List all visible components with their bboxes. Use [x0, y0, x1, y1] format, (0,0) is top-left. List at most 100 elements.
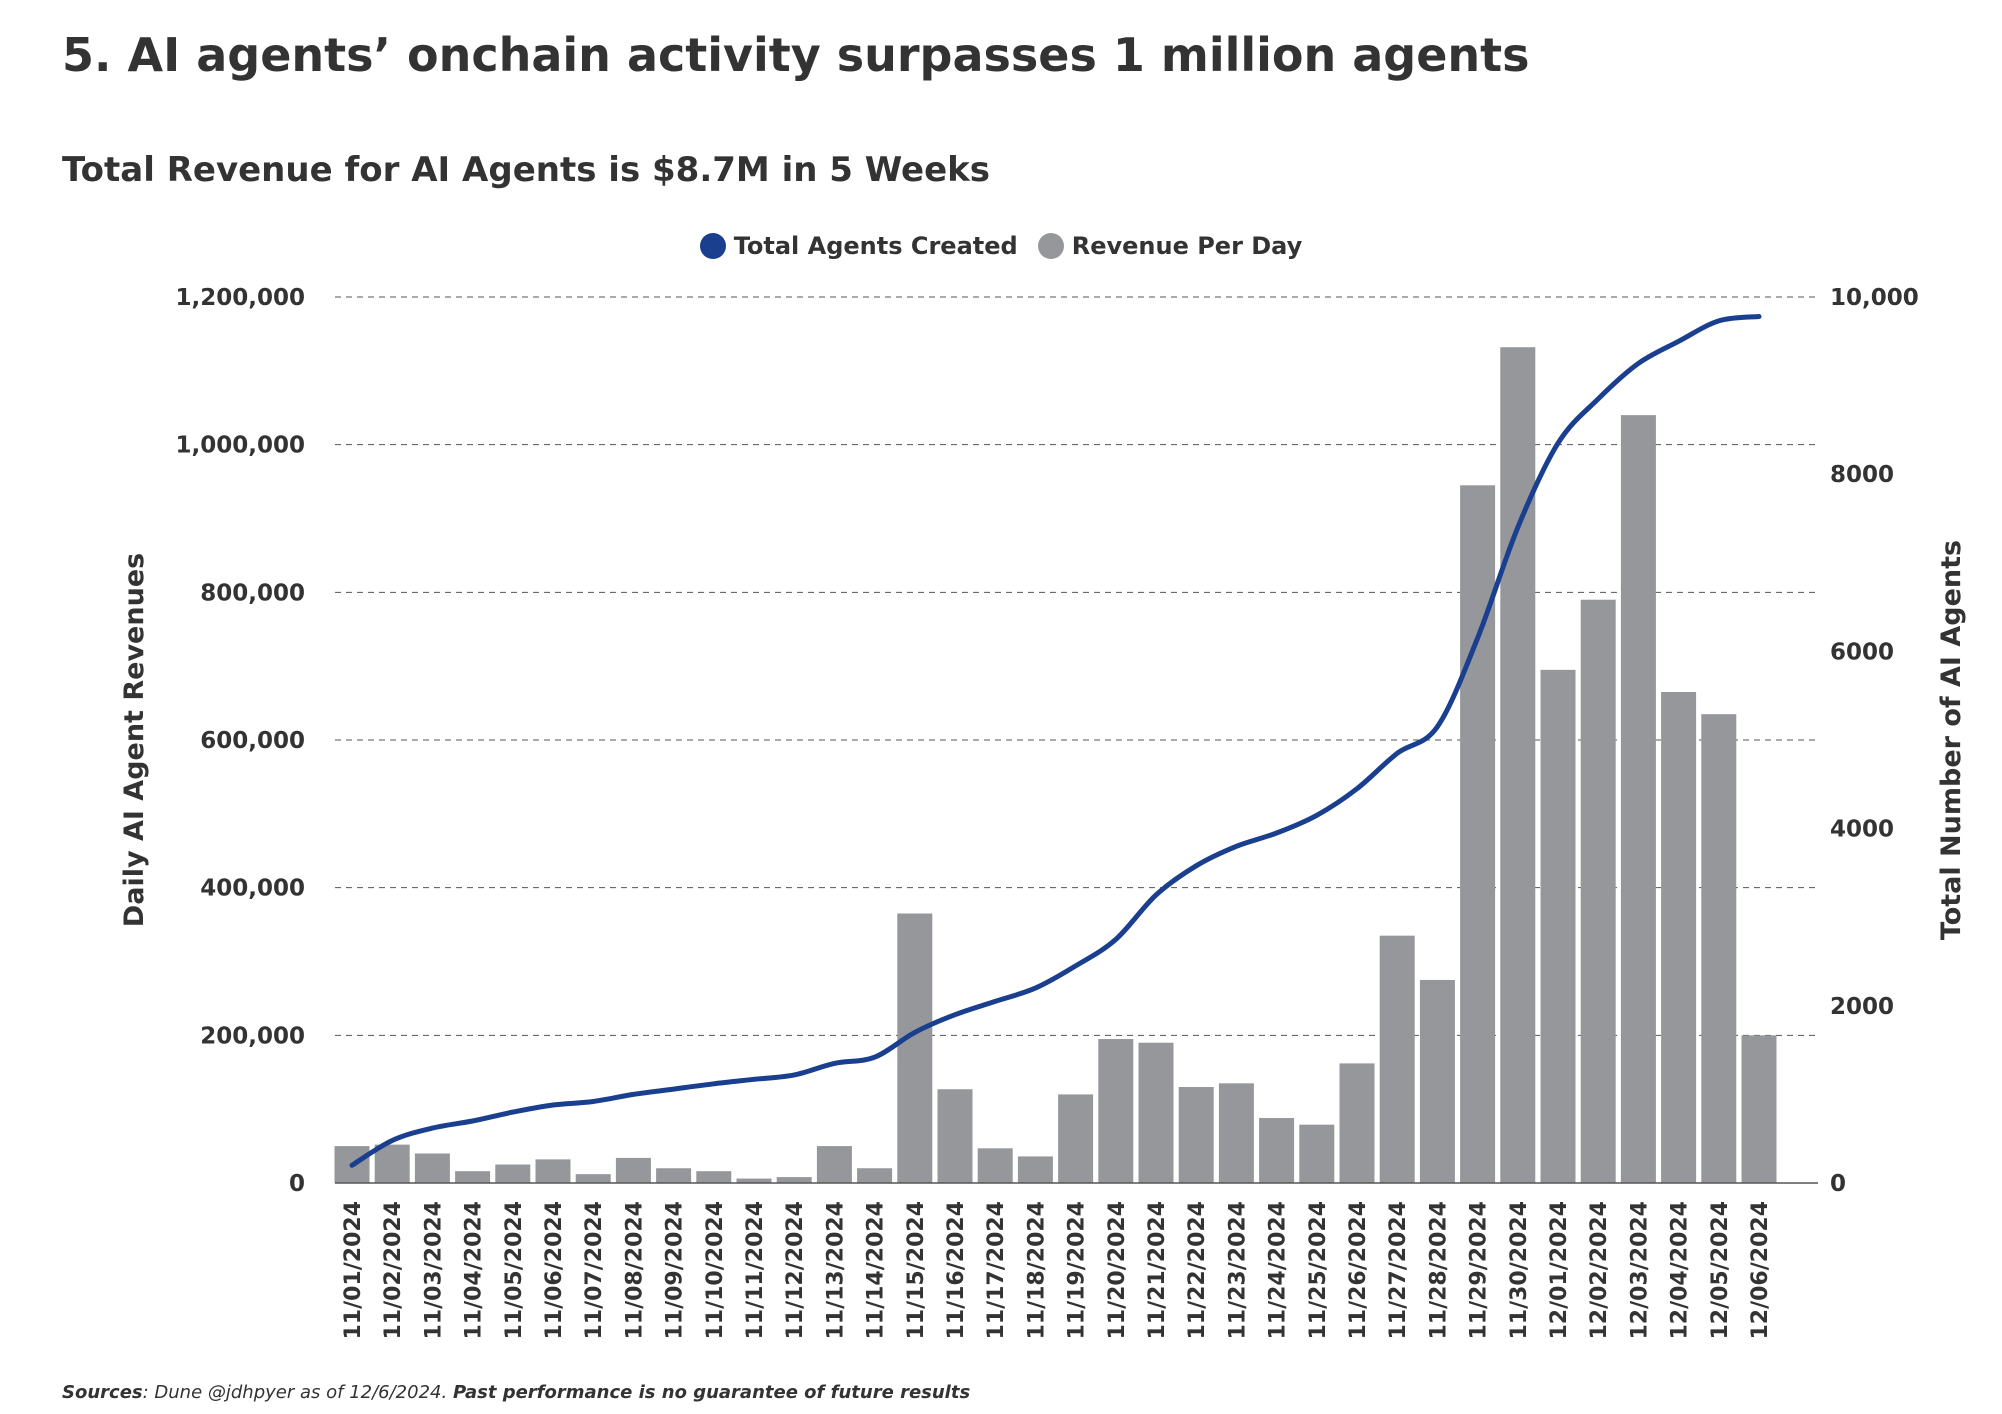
x-tick-label: 11/22/2024 — [1185, 1201, 1210, 1340]
footer-sources: Sources: Dune @jdhpyer as of 12/6/2024. … — [62, 1382, 970, 1403]
x-tick-label: 11/27/2024 — [1386, 1201, 1411, 1340]
x-tick-label: 12/06/2024 — [1748, 1201, 1773, 1340]
x-tick-label: 11/09/2024 — [663, 1201, 688, 1340]
axis-layer: 0 200,000 400,000 600,000 800,000 1,000,000 1,… — [176, 285, 1919, 1340]
revenue-bar — [1017, 1156, 1053, 1183]
x-tick-label: 11/21/2024 — [1145, 1201, 1170, 1340]
x-tick-label: 11/12/2024 — [783, 1201, 808, 1340]
revenue-bar — [615, 1157, 651, 1183]
x-tick-label: 11/16/2024 — [944, 1201, 969, 1340]
y2-tick-label: 0 — [1830, 1171, 1846, 1197]
chart-title: Total Revenue for AI Agents is $8.7M in … — [62, 150, 991, 190]
revenue-bar — [1460, 485, 1496, 1183]
revenue-bar — [1580, 599, 1616, 1183]
revenue-bar — [1098, 1039, 1134, 1183]
disclaimer-text: Past performance is no guarantee of futu… — [452, 1382, 971, 1403]
revenue-bar — [495, 1164, 531, 1183]
revenue-bar — [1339, 1063, 1375, 1183]
revenue-bar — [897, 913, 933, 1183]
y2-axis-title: Total Number of AI Agents — [1936, 540, 1967, 940]
x-tick-label: 11/10/2024 — [703, 1201, 728, 1340]
revenue-bar — [1741, 1035, 1777, 1183]
legend-item-total-agents[interactable]: Total Agents Created — [699, 232, 1018, 260]
revenue-bar — [1379, 935, 1415, 1183]
x-tick-label: 11/17/2024 — [984, 1201, 1009, 1340]
x-tick-label: 11/04/2024 — [462, 1201, 487, 1340]
x-tick-label: 11/15/2024 — [904, 1201, 929, 1340]
y-axis-title: Daily AI Agent Revenues — [119, 553, 150, 927]
bar-layer — [334, 347, 1777, 1184]
x-tick-label: 11/11/2024 — [743, 1201, 768, 1340]
x-tick-label: 11/07/2024 — [582, 1201, 607, 1340]
chart-legend: Total Agents Created Revenue Per Day — [0, 232, 2002, 260]
revenue-bar — [857, 1168, 893, 1183]
x-tick-label: 11/24/2024 — [1266, 1201, 1291, 1340]
sources-text: : Dune @jdhpyer as of 12/6/2024. — [142, 1382, 453, 1403]
revenue-bar — [455, 1171, 491, 1183]
x-tick-label: 11/30/2024 — [1507, 1201, 1532, 1340]
x-tick-label: 11/23/2024 — [1225, 1201, 1250, 1340]
x-tick-label: 11/06/2024 — [542, 1201, 567, 1340]
revenue-bar — [414, 1153, 450, 1183]
y-tick-label: 800,000 — [200, 580, 305, 606]
legend-swatch-line — [699, 233, 726, 259]
x-tick-label: 11/29/2024 — [1467, 1201, 1492, 1340]
y-tick-label: 400,000 — [200, 876, 305, 902]
y-tick-label: 200,000 — [200, 1023, 305, 1049]
revenue-bar — [1661, 692, 1697, 1183]
x-tick-label: 11/26/2024 — [1346, 1201, 1371, 1340]
grid-layer — [335, 296, 1818, 1036]
legend-label-revenue: Revenue Per Day — [1071, 232, 1303, 260]
y2-tick-label: 10,000 — [1830, 285, 1919, 311]
revenue-bar — [1620, 415, 1656, 1184]
total-agents-line — [349, 314, 1762, 1168]
revenue-bar — [1259, 1118, 1295, 1183]
y2-tick-label: 8000 — [1830, 462, 1894, 488]
y2-tick-label: 4000 — [1830, 817, 1894, 843]
legend-label-total-agents: Total Agents Created — [733, 232, 1018, 260]
x-tick-label: 12/04/2024 — [1668, 1201, 1693, 1340]
revenue-bar — [696, 1171, 732, 1183]
y-tick-label: 1,000,000 — [176, 433, 306, 459]
x-tick-label: 12/05/2024 — [1708, 1201, 1733, 1340]
y2-tick-label: 6000 — [1830, 639, 1894, 665]
y-tick-label: 0 — [289, 1171, 305, 1197]
x-tick-label: 11/19/2024 — [1065, 1201, 1090, 1340]
x-tick-label: 11/20/2024 — [1105, 1201, 1130, 1340]
revenue-bar — [1500, 347, 1536, 1183]
revenue-bar — [1138, 1042, 1174, 1183]
sources-label: Sources — [62, 1382, 143, 1403]
revenue-bar — [736, 1178, 772, 1183]
revenue-bar — [1701, 714, 1737, 1183]
revenue-bar — [776, 1177, 812, 1183]
revenue-bar — [977, 1148, 1013, 1183]
legend-item-revenue[interactable]: Revenue Per Day — [1037, 232, 1303, 260]
x-tick-label: 12/03/2024 — [1627, 1201, 1652, 1340]
revenue-bar — [1540, 669, 1576, 1183]
revenue-bar — [1058, 1094, 1094, 1183]
revenue-bar — [1299, 1124, 1335, 1183]
x-tick-label: 11/03/2024 — [421, 1201, 446, 1340]
x-tick-label: 12/02/2024 — [1587, 1201, 1612, 1340]
revenue-bar — [937, 1089, 973, 1183]
legend-swatch-bar — [1037, 233, 1064, 259]
revenue-bar — [1218, 1083, 1254, 1183]
revenue-bar — [656, 1168, 692, 1183]
x-tick-label: 11/01/2024 — [341, 1201, 366, 1340]
x-tick-label: 11/05/2024 — [502, 1201, 527, 1340]
revenue-bar — [535, 1159, 571, 1183]
revenue-bar — [374, 1144, 410, 1183]
revenue-bar — [575, 1174, 611, 1183]
x-tick-label: 11/13/2024 — [823, 1201, 848, 1340]
x-tick-label: 11/25/2024 — [1306, 1201, 1331, 1340]
x-tick-label: 11/14/2024 — [864, 1201, 889, 1340]
x-tick-label: 11/08/2024 — [622, 1201, 647, 1340]
x-tick-label: 11/18/2024 — [1024, 1201, 1049, 1340]
y-tick-label: 1,200,000 — [176, 285, 306, 311]
revenue-bar — [1178, 1087, 1214, 1183]
line-layer — [349, 314, 1762, 1168]
y2-tick-label: 2000 — [1830, 994, 1894, 1020]
revenue-bar — [816, 1146, 852, 1183]
page-title: 5. AI agents’ onchain activity surpasses… — [62, 28, 1530, 82]
